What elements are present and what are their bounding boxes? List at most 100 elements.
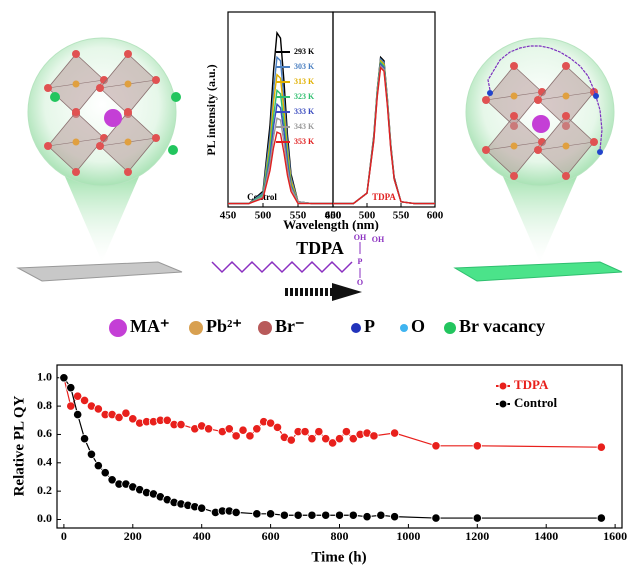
data-point bbox=[432, 514, 440, 522]
data-point bbox=[322, 511, 330, 519]
data-point bbox=[390, 512, 398, 520]
data-point bbox=[67, 383, 75, 391]
legend-label: Br⁻ bbox=[275, 316, 305, 336]
data-point bbox=[122, 409, 130, 417]
data-point bbox=[301, 427, 309, 435]
series-line bbox=[333, 61, 435, 204]
series-line bbox=[333, 57, 435, 203]
legend-label: 303 K bbox=[294, 62, 315, 71]
series-line bbox=[228, 33, 333, 204]
data-point bbox=[370, 432, 378, 440]
legend-label: 353 K bbox=[294, 137, 315, 146]
data-point bbox=[473, 514, 481, 522]
data-point bbox=[294, 511, 302, 519]
x-tick-label: 550 bbox=[290, 210, 307, 222]
data-point bbox=[308, 511, 316, 519]
y-axis-label: PL intensity (a.u.) bbox=[204, 64, 218, 155]
x-tick-label: 600 bbox=[427, 210, 444, 222]
x-tick-label: 200 bbox=[124, 529, 142, 543]
data-point bbox=[94, 461, 102, 469]
atom-legend: MA⁺ Pb²⁺ Br⁻ P O Br vacancy bbox=[109, 316, 545, 337]
legend-marker bbox=[499, 382, 507, 390]
x-tick-label: 1200 bbox=[465, 529, 489, 543]
data-point bbox=[225, 425, 233, 433]
data-point bbox=[246, 432, 254, 440]
data-point bbox=[273, 423, 281, 431]
legend-label: TDPA bbox=[514, 377, 549, 392]
data-point bbox=[266, 510, 274, 518]
figure: P OH OH O TDPA MA⁺ Pb²⁺ Br⁻ P O Br vacan… bbox=[0, 0, 640, 568]
data-point bbox=[73, 410, 81, 418]
data-point bbox=[80, 435, 88, 443]
data-point bbox=[597, 443, 605, 451]
data-point bbox=[390, 429, 398, 437]
data-point bbox=[67, 402, 75, 410]
data-point bbox=[87, 450, 95, 458]
data-point bbox=[363, 512, 371, 520]
data-point bbox=[60, 374, 68, 382]
y-axis-label: Relative PL QY bbox=[11, 395, 27, 496]
legend-label: Pb²⁺ bbox=[206, 316, 242, 336]
data-point bbox=[232, 508, 240, 516]
y-tick-label: 0.4 bbox=[37, 455, 52, 469]
data-point bbox=[377, 511, 385, 519]
legend-label: 293 K bbox=[294, 47, 315, 56]
data-point bbox=[94, 405, 102, 413]
data-point bbox=[253, 425, 261, 433]
atom-label: P bbox=[358, 257, 363, 266]
legend-marker bbox=[499, 400, 507, 408]
y-tick-label: 0.8 bbox=[37, 398, 52, 412]
right-schematic bbox=[455, 38, 622, 281]
x-axis-label: Time (h) bbox=[311, 549, 366, 565]
x-tick-label: 0 bbox=[61, 529, 67, 543]
data-point bbox=[287, 436, 295, 444]
data-point bbox=[335, 435, 343, 443]
series-line bbox=[333, 62, 435, 203]
panel-label: TDPA bbox=[372, 192, 396, 202]
x-tick-label: 500 bbox=[255, 210, 272, 222]
data-point bbox=[204, 425, 212, 433]
data-point bbox=[315, 427, 323, 435]
x-tick-label: 1000 bbox=[396, 529, 420, 543]
data-point bbox=[342, 427, 350, 435]
data-point bbox=[335, 511, 343, 519]
legend-label: MA⁺ bbox=[130, 316, 170, 336]
y-tick-label: 0.6 bbox=[37, 426, 52, 440]
data-point bbox=[177, 420, 185, 428]
data-point bbox=[308, 435, 316, 443]
data-point bbox=[197, 504, 205, 512]
y-tick-label: 0.2 bbox=[37, 483, 52, 497]
x-tick-label: 400 bbox=[193, 529, 211, 543]
x-tick-label: 450 bbox=[220, 210, 237, 222]
y-tick-label: 0.0 bbox=[37, 511, 52, 525]
data-point bbox=[239, 426, 247, 434]
legend-label: 343 K bbox=[294, 122, 315, 131]
data-point bbox=[101, 469, 109, 477]
series-line bbox=[228, 104, 333, 203]
data-point bbox=[253, 510, 261, 518]
legend-label: Control bbox=[514, 395, 557, 410]
legend-label: 333 K bbox=[294, 107, 315, 116]
legend-label: 323 K bbox=[294, 92, 315, 101]
data-point bbox=[349, 511, 357, 519]
molecule-label: TDPA bbox=[296, 238, 344, 258]
x-tick-label: 1400 bbox=[534, 529, 558, 543]
series-line bbox=[333, 64, 435, 203]
atom-label: OH bbox=[354, 233, 367, 242]
left-schematic bbox=[18, 38, 182, 281]
x-tick-label: 1600 bbox=[603, 529, 627, 543]
data-point bbox=[597, 514, 605, 522]
series-line bbox=[333, 66, 435, 204]
x-tick-label: 800 bbox=[331, 529, 349, 543]
series-line bbox=[228, 118, 333, 203]
x-tick-label: 550 bbox=[393, 210, 410, 222]
legend-label: 313 K bbox=[294, 77, 315, 86]
series-line bbox=[333, 59, 435, 204]
plot-frame bbox=[333, 12, 435, 207]
legend-label: O bbox=[411, 316, 425, 336]
x-tick-label: 500 bbox=[359, 210, 376, 222]
series-line bbox=[333, 68, 435, 204]
x-tick-label: 600 bbox=[262, 529, 280, 543]
x-tick-label: 450 bbox=[325, 210, 342, 222]
molecule: P OH OH O TDPA bbox=[212, 233, 385, 301]
